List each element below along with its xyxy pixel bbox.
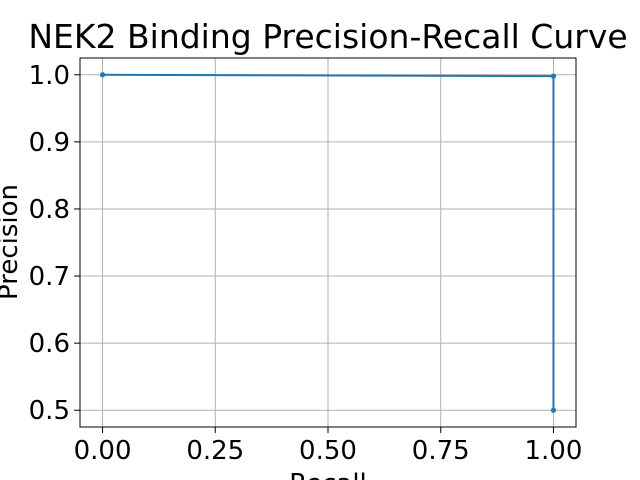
x-tick-label: 0.00: [74, 436, 132, 466]
pr-curve-point: [550, 407, 557, 413]
y-tick-label: 0.6: [29, 329, 70, 359]
chart-title: NEK2 Binding Precision-Recall Curve: [28, 17, 627, 56]
pr-curve-point: [550, 73, 557, 79]
x-tick-label: 0.25: [186, 436, 244, 466]
y-axis-label: Precision: [0, 184, 24, 300]
x-axis-label: Recall: [289, 469, 367, 480]
x-tick-label: 1.00: [525, 436, 583, 466]
pr-curve-point: [99, 72, 106, 78]
y-tick-label: 0.7: [29, 262, 70, 292]
ticks: 0.00 0.25 0.50 0.75 1.00 0.5 0.6 0.7 0.8 0.9 1.0: [29, 61, 583, 466]
y-tick-label: 1.0: [29, 61, 70, 91]
x-tick-label: 0.50: [299, 436, 357, 466]
x-tick-label: 0.75: [412, 436, 470, 466]
y-tick-label: 0.5: [29, 396, 70, 426]
y-tick-label: 0.8: [29, 195, 70, 225]
y-tick-label: 0.9: [29, 128, 70, 158]
series-layer: [99, 72, 557, 413]
grid: [80, 58, 576, 427]
